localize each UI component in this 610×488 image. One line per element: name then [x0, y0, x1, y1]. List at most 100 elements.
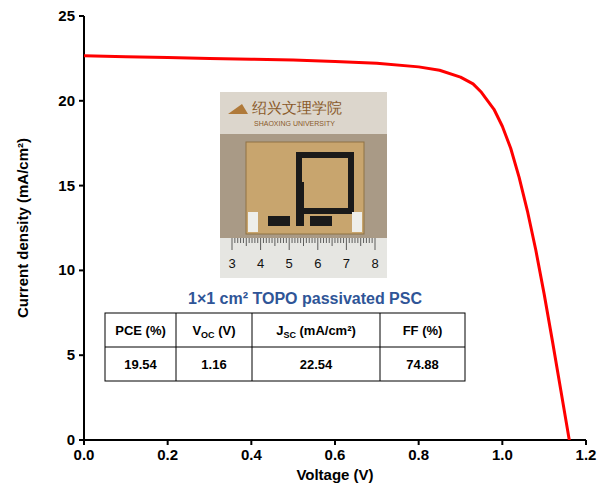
y-tick-label: 20 [58, 92, 75, 109]
header-unit: (mA/cm²) [296, 323, 356, 338]
ruler-tick [300, 238, 301, 243]
ruler-tick [277, 238, 278, 243]
ruler-tick [337, 238, 338, 243]
x-tick-label: 0.2 [157, 446, 178, 463]
jv-curve [84, 56, 569, 440]
ruler-tick [294, 238, 295, 243]
ruler-tick [257, 238, 258, 243]
ruler-tick [314, 238, 315, 243]
header-main: J [276, 323, 283, 338]
table-rule [380, 313, 381, 381]
y-tick [79, 185, 84, 187]
y-tick [79, 354, 84, 356]
ruler-tick [260, 238, 261, 250]
x-tick-label: 0.0 [74, 446, 95, 463]
ruler-tick [237, 238, 238, 243]
y-tick-label: 25 [58, 7, 75, 24]
ruler-tick [297, 238, 298, 243]
electrode [296, 152, 354, 214]
electrode-pad [310, 216, 332, 226]
ruler-label: 3 [228, 256, 235, 271]
header-unit: (V) [215, 323, 236, 338]
ruler-tick [320, 238, 321, 243]
ruler-tick [289, 238, 290, 250]
electrode-lead [296, 182, 304, 226]
header-main: FF (%) [403, 323, 443, 338]
ruler-tick [340, 238, 341, 243]
x-tick [167, 440, 169, 445]
x-tick-label: 1.2 [576, 446, 597, 463]
ruler-tick [354, 238, 355, 243]
ruler-tick [234, 238, 235, 243]
ruler-tick [292, 238, 293, 243]
table-rule [176, 313, 177, 381]
x-tick [250, 440, 252, 445]
ruler-tick [266, 238, 267, 243]
ruler-tick [323, 238, 324, 243]
ruler-label: 6 [314, 256, 321, 271]
ruler-tick [283, 238, 284, 243]
x-tick-label: 0.8 [408, 446, 429, 463]
ruler-tick [269, 238, 270, 243]
ruler-tick [366, 238, 367, 243]
ruler-tick [363, 238, 364, 243]
ruler-label: 8 [371, 256, 378, 271]
table-header: FF (%) [403, 323, 443, 338]
ruler-tick [334, 238, 335, 243]
y-tick [79, 15, 84, 17]
photo-ground [220, 92, 387, 278]
y-axis [83, 16, 85, 440]
ruler-tick [317, 238, 318, 250]
x-tick-label: 0.4 [241, 446, 263, 463]
ruler-tick [329, 238, 330, 243]
ruler-tick [306, 238, 307, 243]
ruler-tick [272, 238, 273, 243]
ruler-tick [243, 238, 244, 243]
plot-area [84, 56, 569, 440]
ruler-tick [303, 238, 304, 246]
ruler-tick [240, 238, 241, 243]
logo-en: SHAOXING UNIVERSITY [254, 120, 335, 127]
table-frame [105, 313, 465, 381]
header-main: V [192, 323, 201, 338]
x-tick-label: 1.0 [492, 446, 513, 463]
y-tick [79, 100, 84, 102]
ruler-tick [360, 238, 361, 246]
table-rule [105, 347, 465, 348]
ruler-tick [286, 238, 287, 243]
ruler-tick [309, 238, 310, 243]
electrode-pad [268, 216, 290, 226]
ruler-tick [349, 238, 350, 243]
inset-table: PCE (%) VOC (V) JSC (mA/cm²) FF (%) 19.54 1.1… [105, 313, 465, 381]
x-tick [585, 440, 587, 445]
ruler-label: 5 [286, 256, 293, 271]
y-tick [79, 439, 84, 441]
ruler-label: 7 [343, 256, 350, 271]
table-cell: 19.54 [124, 357, 157, 372]
y-tick-label: 15 [58, 177, 75, 194]
x-tick-label: 0.6 [325, 446, 346, 463]
header-sub: OC [201, 330, 215, 340]
photo-top [220, 92, 387, 134]
ruler-tick [357, 238, 358, 243]
ruler-tick [274, 238, 275, 246]
inset-photo: 绍兴文理学院 SHAOXING UNIVERSITY 3 4 5 6 7 8 [220, 92, 387, 278]
header-sub: SC [283, 330, 296, 340]
logo-cn: 绍兴文理学院 [252, 99, 342, 117]
table-cell: 1.16 [201, 357, 226, 372]
ruler-label: 4 [257, 256, 264, 271]
y-tick [79, 269, 84, 271]
ruler-tick [254, 238, 255, 243]
ruler [220, 238, 387, 278]
x-tick [501, 440, 503, 445]
ruler-tick [326, 238, 327, 243]
ruler-tick [352, 238, 353, 243]
inset-caption: 1×1 cm² TOPO passivated PSC [188, 290, 422, 307]
device [246, 142, 364, 234]
y-tick-label: 5 [67, 346, 75, 363]
ruler-tick [252, 238, 253, 243]
header-main: PCE (%) [115, 323, 166, 338]
table-header: PCE (%) [115, 323, 166, 338]
table-header: JSC (mA/cm²) [276, 323, 356, 340]
ruler-tick [232, 238, 233, 250]
